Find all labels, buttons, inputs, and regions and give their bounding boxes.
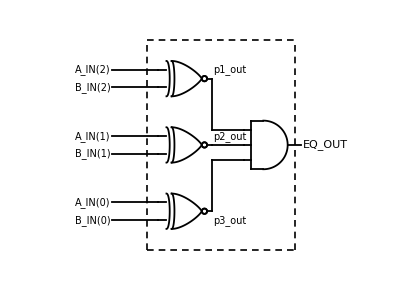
Text: B_IN(2): B_IN(2) <box>75 82 111 93</box>
Circle shape <box>202 209 207 214</box>
Text: p1_out: p1_out <box>213 64 246 75</box>
Text: A_IN(0): A_IN(0) <box>75 197 111 208</box>
Circle shape <box>202 142 207 148</box>
Text: EQ_OUT: EQ_OUT <box>303 139 348 150</box>
Text: p3_out: p3_out <box>213 215 246 226</box>
Text: A_IN(1): A_IN(1) <box>75 131 111 141</box>
Text: B_IN(1): B_IN(1) <box>75 148 111 159</box>
Text: A_IN(2): A_IN(2) <box>75 64 111 75</box>
Text: p2_out: p2_out <box>213 131 247 141</box>
Circle shape <box>202 76 207 81</box>
Text: B_IN(0): B_IN(0) <box>75 215 111 226</box>
